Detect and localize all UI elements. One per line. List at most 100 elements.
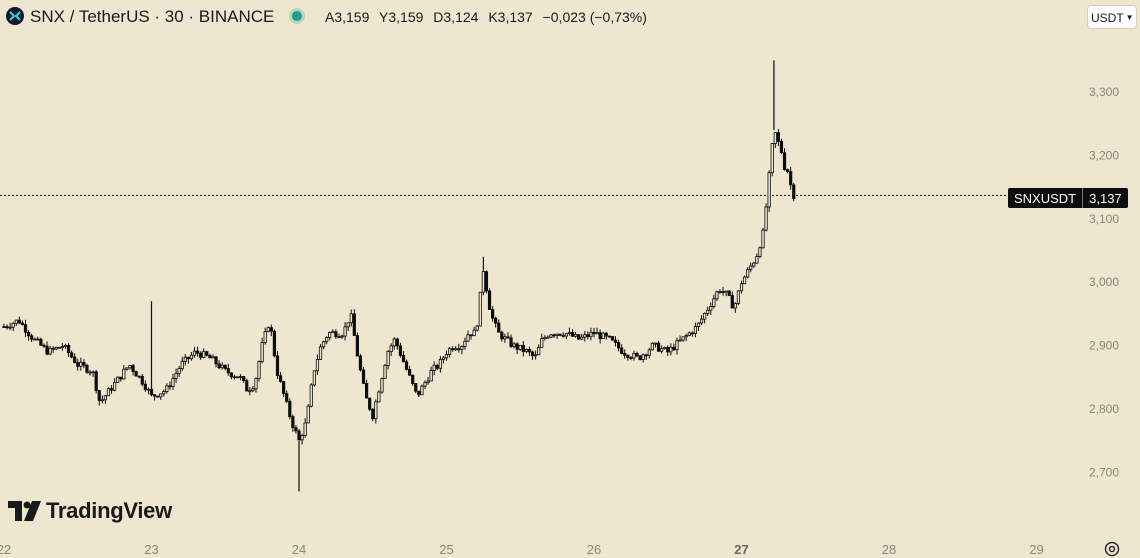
price-value: 3,137	[1082, 188, 1128, 208]
candle-body	[51, 347, 55, 350]
candle-body	[60, 346, 64, 348]
candle-body	[220, 364, 224, 369]
candle-body	[706, 309, 710, 314]
candle-body	[411, 374, 415, 384]
candle-body	[85, 364, 89, 373]
symbol-title[interactable]: SNX / TetherUS · 30 · BINANCE	[30, 7, 275, 26]
candle-body	[546, 336, 550, 339]
candles	[2, 60, 796, 492]
candle-body	[177, 368, 181, 374]
snx-logo-icon[interactable]	[6, 7, 24, 25]
x-tick-label: 22	[0, 542, 11, 557]
candle-body	[475, 325, 479, 331]
candle-body	[214, 356, 218, 365]
candle-body	[457, 348, 461, 351]
candle-body	[97, 390, 101, 401]
candle-body	[171, 377, 175, 387]
candle-body	[746, 269, 750, 278]
candle-body	[537, 346, 541, 356]
candle-body	[195, 350, 200, 354]
candle-body	[666, 347, 670, 353]
candle-body	[116, 376, 120, 383]
candle-body	[543, 336, 547, 340]
candle-body	[426, 380, 430, 384]
price-symbol: SNXUSDT	[1014, 191, 1077, 206]
candle-body	[131, 365, 135, 372]
candle-body	[727, 290, 731, 296]
candle-body	[386, 351, 390, 366]
candle-body	[23, 324, 28, 333]
candle-body	[257, 361, 261, 379]
candle-body	[57, 346, 61, 349]
y-tick-label: 2,800	[1089, 402, 1119, 416]
candle-body	[325, 337, 329, 343]
candle-body	[414, 383, 418, 392]
x-tick-label: 23	[144, 542, 158, 557]
candle-body	[146, 388, 151, 391]
candle-body	[239, 376, 243, 378]
candle-body	[30, 335, 34, 340]
candle-body	[229, 372, 233, 378]
candle-body	[371, 408, 375, 420]
candle-body	[521, 344, 525, 352]
candle-body	[106, 388, 111, 397]
candle-body	[494, 317, 498, 324]
candle-body	[506, 336, 510, 339]
tradingview-icon	[8, 501, 41, 521]
candle-body	[315, 359, 320, 372]
candle-body	[248, 390, 252, 393]
candle-body	[487, 290, 492, 311]
candle-body	[48, 347, 52, 355]
candle-body	[509, 337, 513, 347]
candle-body	[647, 349, 651, 356]
candle-body	[653, 342, 658, 345]
candle-body	[460, 346, 464, 350]
change-value: −0,023 (−0,73%)	[542, 9, 647, 25]
candle-body	[156, 395, 160, 398]
candle-body	[761, 229, 765, 249]
candle-body	[408, 369, 412, 376]
candle-body	[478, 291, 482, 327]
x-tick-label: 28	[882, 542, 896, 557]
candle-body	[792, 184, 796, 199]
y-tick-label: 3,000	[1089, 275, 1119, 289]
candle-body	[383, 365, 387, 379]
candle-body	[444, 354, 449, 359]
candle-body	[82, 361, 86, 366]
candle-body	[36, 338, 40, 341]
candle-body	[337, 336, 341, 339]
candle-body	[288, 400, 292, 417]
tradingview-logo[interactable]: TradingView	[8, 498, 172, 524]
candle-body	[567, 332, 572, 335]
candle-body	[404, 361, 409, 370]
candle-body	[355, 335, 359, 357]
candle-body	[773, 132, 777, 144]
candle-body	[570, 332, 575, 337]
candle-body	[352, 313, 356, 336]
candle-body	[113, 382, 117, 391]
gear-icon[interactable]	[1104, 541, 1120, 557]
candle-body	[66, 344, 71, 354]
currency-select[interactable]: USDT ▼	[1087, 5, 1137, 29]
market-status-icon[interactable]	[292, 11, 302, 21]
candle-body	[217, 363, 221, 369]
candle-body	[199, 352, 203, 358]
candle-body	[681, 336, 685, 341]
candle-body	[435, 364, 439, 369]
candle-body	[675, 340, 679, 351]
candle-body	[251, 388, 255, 392]
candle-body	[629, 357, 633, 359]
candle-body	[266, 327, 270, 333]
candle-body	[291, 416, 295, 429]
candle-body	[134, 371, 138, 377]
candle-body	[119, 376, 123, 380]
candle-body	[635, 352, 639, 357]
candle-body	[515, 343, 519, 350]
candle-body	[321, 341, 326, 348]
x-tick-label: 24	[292, 542, 306, 557]
candle-body	[232, 376, 237, 379]
candle-body	[275, 355, 280, 377]
candle-body	[2, 326, 6, 328]
candle-body	[484, 271, 489, 292]
